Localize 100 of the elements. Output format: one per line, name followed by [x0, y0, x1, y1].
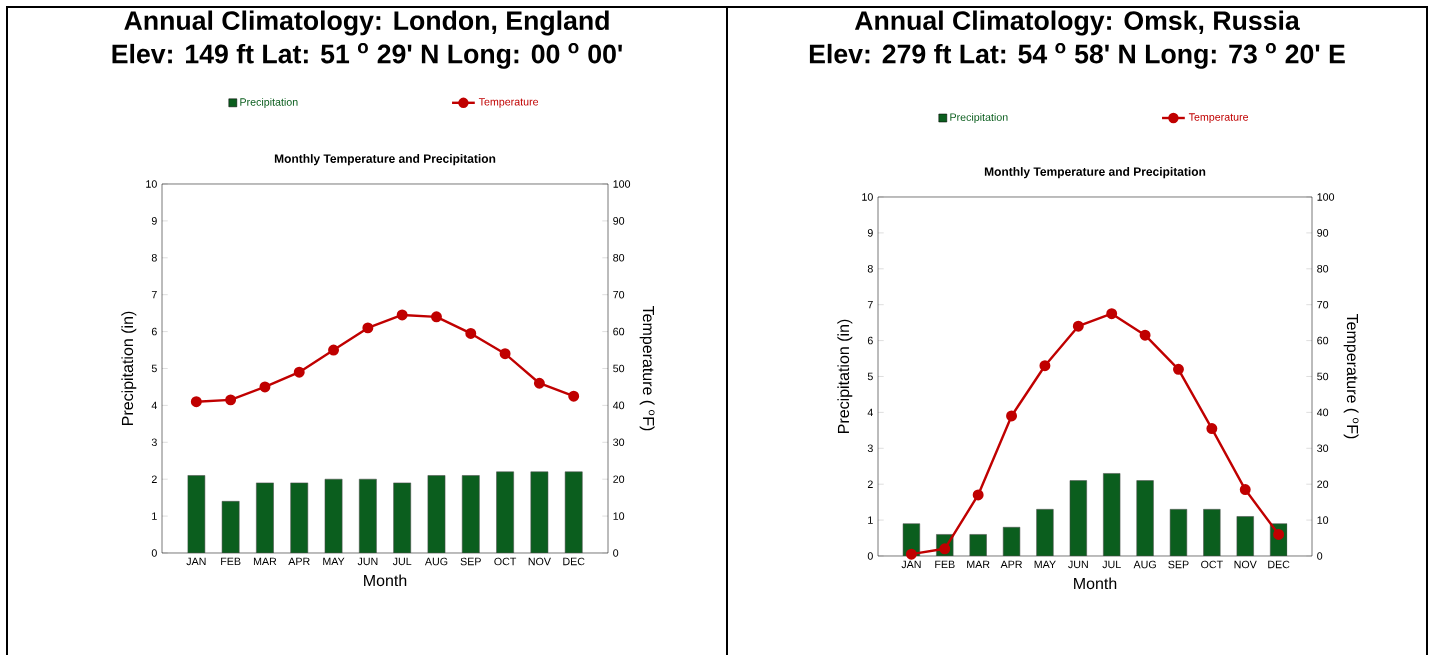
point — [328, 344, 340, 356]
point — [905, 548, 917, 560]
point — [259, 381, 271, 393]
bar — [187, 475, 206, 553]
x-tick-label: APR — [1000, 560, 1023, 569]
y-tick-label: 1 — [868, 516, 873, 524]
y-tick-label: 8 — [867, 265, 873, 273]
point — [396, 309, 408, 321]
x-tick-label: SEP — [1168, 560, 1189, 569]
x-axis-title: Month — [1074, 577, 1117, 590]
text: Monthly Temperature and Precipitation — [984, 167, 1206, 179]
x-axis-title: Month — [364, 574, 407, 587]
y-tick-label: 0 — [151, 549, 157, 557]
x-tick-label: JUL — [1102, 560, 1121, 569]
y-tick-label: 9 — [151, 217, 157, 225]
bar — [1169, 509, 1188, 556]
bar — [1236, 516, 1254, 556]
y-tick-label: 4 — [867, 408, 873, 417]
y2-tick-label: 80 — [613, 254, 625, 262]
y-tick-label: 2 — [151, 475, 157, 483]
bar — [324, 478, 343, 553]
point — [533, 377, 545, 389]
point — [1106, 308, 1118, 320]
point — [190, 396, 202, 408]
y-tick-label: 5 — [867, 372, 873, 381]
y2-tick-label: 50 — [1317, 372, 1329, 381]
y-tick-label: 9 — [867, 229, 873, 237]
y2-axis-title: Temperature ( $^{o}$F) — [639, 305, 655, 431]
chart-title: Annual Climatology: Omsk, Russia — [854, 10, 1300, 36]
x-tick-label: FEB — [221, 557, 241, 566]
point — [293, 366, 305, 378]
y2-tick-label: 40 — [612, 401, 625, 410]
y-tick-label: 3 — [151, 438, 157, 447]
y-tick-label: 6 — [151, 327, 157, 336]
bar — [496, 471, 514, 553]
x-tick-label: DEC — [1268, 560, 1290, 569]
x-tick-label: JUN — [1068, 560, 1088, 569]
x-tick-label: OCT — [1201, 560, 1223, 569]
y2-tick-label: 70 — [1317, 300, 1329, 309]
y-tick-label: 8 — [151, 254, 157, 262]
bar — [359, 478, 377, 553]
point — [1239, 484, 1251, 496]
y2-tick-label: 90 — [1317, 229, 1329, 237]
y-tick-label: 3 — [867, 444, 873, 453]
x-tick-label: MAR — [253, 557, 277, 566]
bar — [1203, 509, 1221, 556]
x-tick-label: DEC — [563, 557, 585, 566]
legend-label: Precipitation — [950, 113, 1008, 124]
x-tick-label: NOV — [528, 557, 551, 566]
x-tick-label: AUG — [1133, 560, 1156, 569]
y-tick-label: 10 — [146, 180, 157, 188]
y-tick-label: 6 — [867, 336, 873, 345]
y2-tick-label: 0 — [613, 549, 619, 557]
x-tick-label: FEB — [935, 560, 955, 569]
point — [1039, 360, 1051, 372]
legend-label: Temperature — [478, 98, 539, 108]
point — [1072, 320, 1084, 332]
x-tick-label: JAN — [901, 560, 921, 569]
x-tick-label: JUL — [392, 557, 412, 566]
point — [465, 327, 477, 339]
bar — [290, 482, 309, 553]
bar — [969, 534, 987, 556]
y-axis-title: Precipitation (in) — [837, 319, 853, 433]
y2-tick-label: 30 — [1317, 444, 1329, 453]
point — [972, 489, 984, 501]
y-tick-label: 2 — [867, 480, 873, 488]
y2-tick-label: 100 — [613, 180, 631, 188]
y-tick-label: 4 — [151, 401, 157, 410]
y2-tick-label: 90 — [613, 217, 625, 225]
bar — [1136, 480, 1154, 556]
point — [362, 322, 374, 334]
point — [1206, 423, 1218, 435]
x-tick-label: MAY — [323, 557, 345, 566]
y2-axis-title: Temperature ( $^{o}$F) — [1343, 313, 1359, 439]
text: Monthly Temperature and Precipitation — [274, 154, 496, 166]
chart-subtitle: Elev: 279 ft Lat: 54 $^{o}$ 58' N Long: 73 $^{o}$ 20' E — [809, 43, 1345, 69]
legend-label: Precipitation — [240, 97, 298, 108]
bar — [393, 482, 412, 553]
point — [1139, 329, 1151, 341]
y2-tick-label: 20 — [1317, 480, 1329, 488]
x-tick-label: MAY — [1034, 560, 1056, 569]
y2-tick-label: 60 — [1317, 336, 1329, 345]
y-axis-title: Precipitation (in) — [121, 311, 137, 425]
bar — [564, 471, 583, 553]
point — [225, 394, 237, 406]
y2-tick-label: 80 — [1317, 265, 1329, 273]
x-tick-label: APR — [288, 557, 310, 566]
bar — [1069, 480, 1087, 556]
y2-tick-label: 10 — [613, 512, 625, 520]
y2-tick-label: 60 — [613, 327, 625, 336]
x-tick-label: SEP — [460, 557, 481, 566]
y2-tick-label: 40 — [1316, 408, 1329, 417]
chart-subtitle: Elev: 149 ft Lat: 51 $^{o}$ 29' N Long: 00 $^{o}$ 00' — [112, 43, 622, 69]
y2-tick-label: 100 — [1317, 193, 1335, 201]
x-tick-label: OCT — [494, 557, 517, 566]
y-tick-label: 0 — [867, 552, 873, 560]
x-tick-label: AUG — [424, 557, 448, 566]
point — [1006, 410, 1018, 422]
point — [568, 390, 580, 402]
bar — [1103, 473, 1121, 556]
